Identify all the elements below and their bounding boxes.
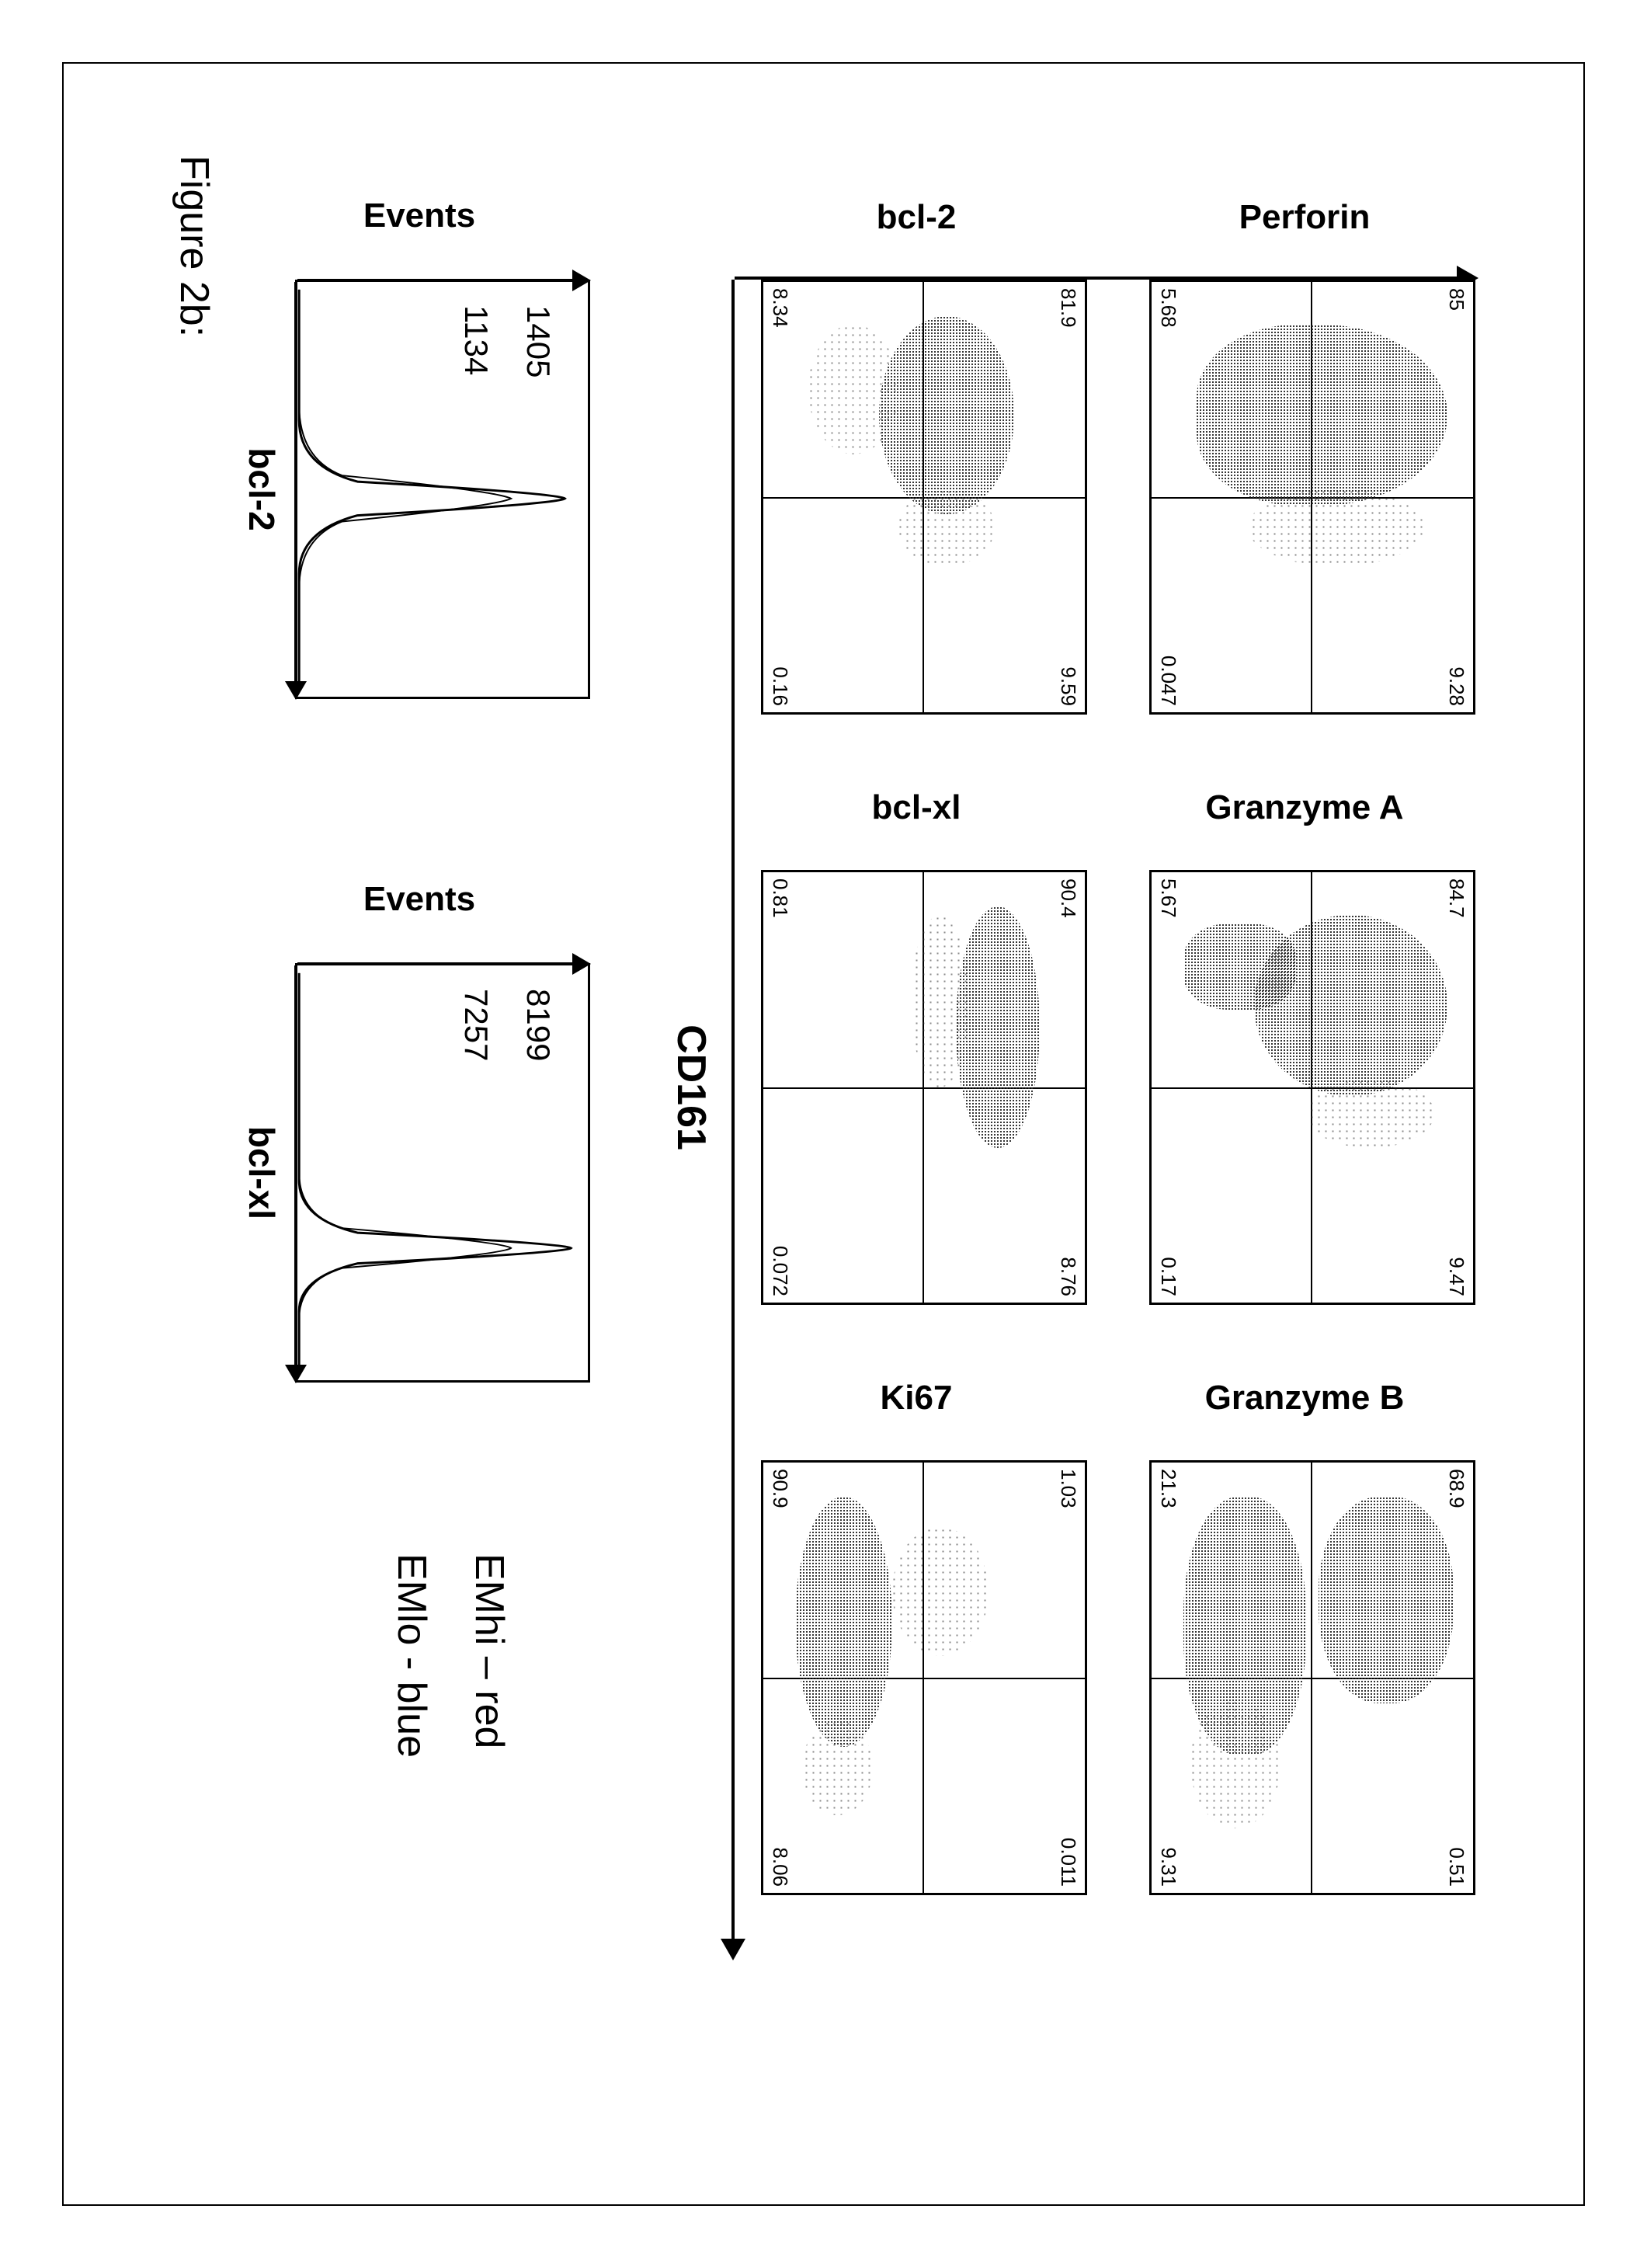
hist-value-1: 1405	[519, 305, 557, 377]
quad-value-tr: 9.59	[1056, 666, 1080, 706]
panel-granzyme-b: Granzyme B 68.9 0.51 21.3 9.31	[1134, 1414, 1475, 1911]
quadrant-line-v	[763, 1087, 1085, 1089]
dot-cloud	[802, 1720, 873, 1815]
quad-value-tr: 9.47	[1444, 1257, 1468, 1296]
ylabel-granzyme-a: Granzyme A	[1205, 788, 1403, 827]
plotbox-perforin: 85 9.28 5.68 0.047	[1149, 280, 1475, 715]
quad-value-tl: 85	[1444, 288, 1468, 311]
quad-value-tr: 0.51	[1444, 1847, 1468, 1887]
figure-canvas: Perforin 85 9.28 5.68 0.047 Granzyme A	[140, 140, 1506, 2128]
quad-value-tr: 0.011	[1056, 1838, 1080, 1887]
legend-item-emlo: EMlo - blue	[388, 1553, 435, 1758]
hist-xlabel-bcl-xl: bcl-xl	[241, 963, 283, 1383]
hist-ylabel: Events	[363, 880, 475, 919]
quad-value-bl: 8.34	[768, 288, 792, 328]
hist-xlabel-bcl-2: bcl-2	[241, 280, 283, 699]
panel-granzyme-a: Granzyme A 84.7 9.47 5.67 0.17	[1134, 823, 1475, 1320]
quad-value-tr: 8.76	[1056, 1257, 1080, 1296]
panel-bcl-2: bcl-2 81.9 9.59 8.34 0.16	[745, 233, 1087, 730]
panel-perforin: Perforin 85 9.28 5.68 0.047	[1134, 233, 1475, 730]
shared-x-label: CD161	[668, 233, 714, 1942]
dot-cloud	[879, 316, 1014, 514]
hist-value-2: 1134	[457, 305, 495, 375]
dot-cloud	[1190, 1699, 1280, 1828]
dot-cloud	[911, 915, 969, 1087]
quad-value-bl: 0.81	[768, 878, 792, 918]
figure-rotated-wrap: Perforin 85 9.28 5.68 0.047 Granzyme A	[0, 140, 1506, 1507]
panel-ki67: Ki67 1.03 0.011 90.9 8.06	[745, 1414, 1087, 1911]
quad-value-tl: 84.7	[1444, 878, 1468, 918]
quad-value-tr: 9.28	[1444, 666, 1468, 706]
ylabel-bcl-xl: bcl-xl	[872, 788, 961, 827]
dot-cloud	[892, 1527, 989, 1656]
quad-value-br: 9.31	[1156, 1847, 1180, 1887]
legend: EMhi – red EMlo - blue	[357, 1553, 513, 1758]
hist-plotbox-bcl-2: 1405 1134	[295, 280, 590, 699]
quadrant-line-h	[923, 1463, 924, 1893]
quad-value-br: 8.06	[768, 1847, 792, 1887]
dot-cloud	[898, 489, 995, 566]
dot-cloud	[1248, 489, 1425, 566]
dot-cloud	[795, 1497, 891, 1746]
quad-value-tl: 68.9	[1444, 1469, 1468, 1508]
dot-cloud	[1319, 1497, 1454, 1703]
figure-caption: Figure 2b:	[171, 155, 217, 337]
plotbox-granzyme-a: 84.7 9.47 5.67 0.17	[1149, 870, 1475, 1305]
quad-value-tl: 90.4	[1056, 878, 1080, 918]
dot-cloud	[1306, 1079, 1435, 1148]
quad-value-br: 0.072	[768, 1246, 792, 1296]
quad-value-br: 0.047	[1156, 656, 1180, 706]
quadrant-line-h	[1311, 1463, 1312, 1893]
dot-cloud	[956, 906, 1040, 1147]
quad-value-bl: 5.67	[1156, 878, 1180, 918]
plotbox-ki67: 1.03 0.011 90.9 8.06	[761, 1460, 1087, 1895]
histogram-bcl-2: Events 1405 1134 bcl-2	[248, 233, 590, 715]
legend-item-emhi: EMhi – red	[466, 1553, 513, 1758]
dot-cloud	[1183, 924, 1296, 1010]
hist-value-2: 7257	[457, 989, 495, 1061]
quad-value-bl: 5.68	[1156, 288, 1180, 328]
dot-cloud	[808, 325, 898, 454]
dot-cloud	[1197, 325, 1447, 506]
plotbox-bcl-xl: 90.4 8.76 0.81 0.072	[761, 870, 1087, 1305]
ylabel-ki67: Ki67	[881, 1379, 953, 1418]
quad-value-tl: 1.03	[1056, 1469, 1080, 1508]
ylabel-granzyme-b: Granzyme B	[1205, 1379, 1405, 1418]
plotbox-bcl-2: 81.9 9.59 8.34 0.16	[761, 280, 1087, 715]
histogram-bcl-xl: Events 8199 7257 bcl-xl	[248, 917, 590, 1398]
histogram-row: Events 1405 1134 bcl-2 Events	[248, 233, 590, 1398]
panel-bcl-xl: bcl-xl 90.4 8.76 0.81 0.072	[745, 823, 1087, 1320]
hist-ylabel: Events	[363, 197, 475, 235]
hist-value-1: 8199	[519, 989, 557, 1061]
quad-value-bl: 90.9	[768, 1469, 792, 1508]
quad-value-tl: 81.9	[1056, 288, 1080, 328]
quad-value-br: 0.16	[768, 666, 792, 706]
ylabel-perforin: Perforin	[1239, 198, 1371, 237]
plotbox-granzyme-b: 68.9 0.51 21.3 9.31	[1149, 1460, 1475, 1895]
quad-value-bl: 21.3	[1156, 1469, 1180, 1508]
hist-plotbox-bcl-xl: 8199 7257	[295, 963, 590, 1383]
quad-value-br: 0.17	[1156, 1257, 1180, 1296]
scatter-grid: Perforin 85 9.28 5.68 0.047 Granzyme A	[745, 233, 1475, 1911]
shared-x-axis-arrow	[731, 280, 735, 1957]
ylabel-bcl-2: bcl-2	[877, 198, 957, 237]
